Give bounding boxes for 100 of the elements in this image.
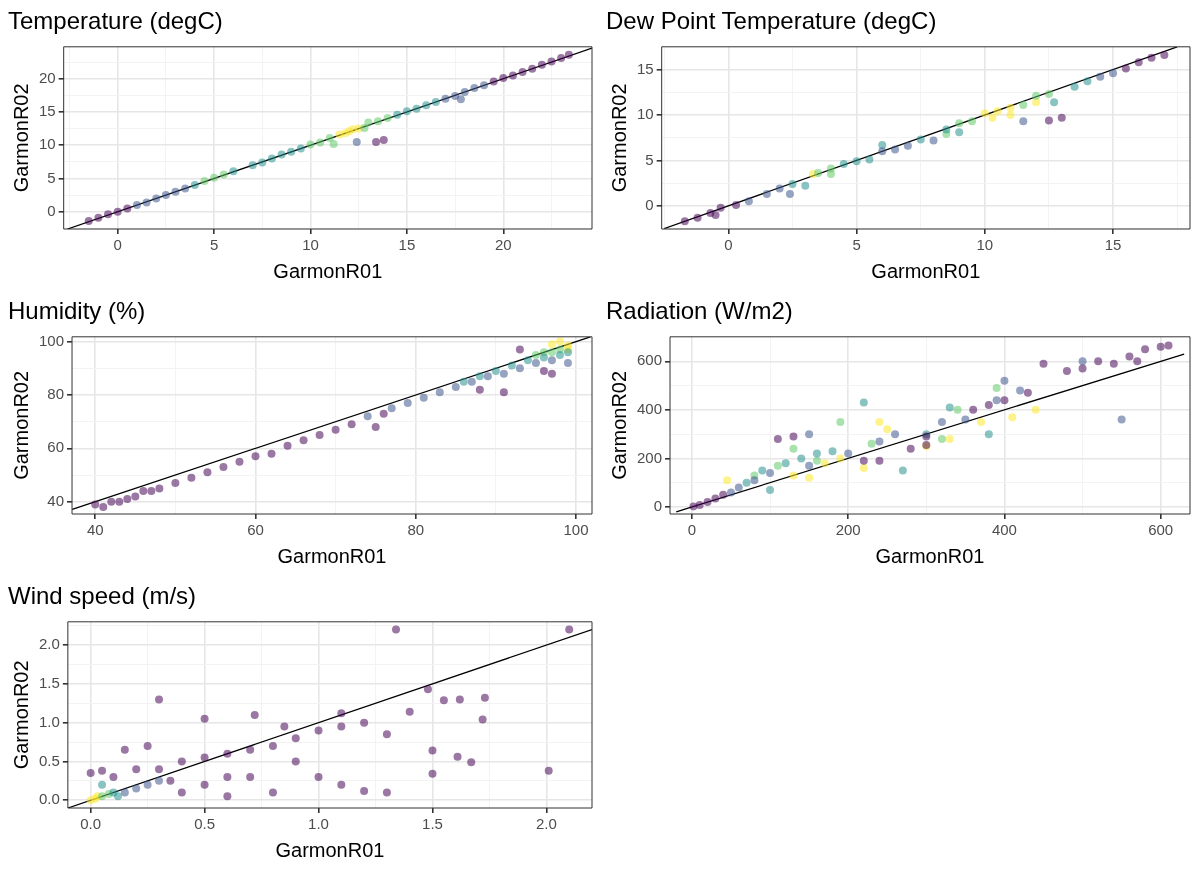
x-tick-label: 40: [86, 521, 104, 539]
point: [942, 125, 951, 134]
point: [467, 758, 476, 767]
x-axis-title: GarmonR01: [273, 259, 383, 282]
point: [563, 358, 572, 367]
point: [299, 436, 308, 445]
point: [1070, 82, 1079, 91]
point: [1006, 103, 1015, 112]
point: [1109, 359, 1118, 368]
point: [518, 68, 527, 77]
point: [203, 468, 212, 477]
x-tick-label: 20: [494, 236, 512, 254]
point: [360, 786, 369, 795]
x-tick-label: 5: [209, 236, 219, 254]
point: [1121, 64, 1130, 73]
x-tick-label: 0: [113, 236, 122, 254]
point: [316, 138, 325, 147]
point: [1000, 396, 1009, 405]
point: [820, 459, 829, 468]
point: [379, 409, 388, 418]
chart-title: Temperature (degC): [8, 7, 223, 35]
point: [120, 745, 129, 754]
x-tick-label: 2.0: [535, 815, 557, 833]
point: [758, 466, 767, 475]
point: [988, 113, 997, 122]
point: [955, 128, 964, 137]
point: [382, 788, 391, 797]
point: [499, 74, 508, 83]
point: [775, 184, 784, 193]
point: [250, 710, 259, 719]
point: [789, 444, 798, 453]
point: [945, 403, 954, 412]
x-tick-label: 100: [563, 521, 589, 539]
x-tick-label: 15: [1104, 236, 1122, 254]
y-tick-label: 20: [39, 68, 56, 86]
x-tick-label: 0: [687, 521, 697, 539]
point: [139, 487, 148, 496]
point: [283, 441, 292, 450]
point: [120, 788, 129, 797]
point: [875, 418, 884, 426]
point: [993, 107, 1002, 116]
point: [1078, 364, 1087, 373]
point: [132, 201, 141, 210]
point: [109, 772, 118, 781]
y-tick-label: 2.0: [38, 635, 60, 653]
point: [113, 207, 122, 216]
point: [523, 356, 532, 365]
point: [555, 337, 564, 346]
point: [98, 780, 107, 789]
point: [441, 94, 450, 103]
point: [287, 147, 296, 156]
point: [937, 418, 946, 426]
point: [200, 177, 209, 186]
point: [99, 503, 108, 512]
point: [1044, 116, 1053, 125]
point: [166, 776, 175, 785]
point: [267, 154, 276, 163]
point: [491, 366, 500, 375]
point: [475, 385, 484, 394]
point: [383, 113, 392, 122]
point: [859, 456, 868, 465]
point: [929, 136, 938, 145]
x-tick-label: 15: [398, 236, 416, 254]
y-tick-label: 1.5: [38, 674, 60, 692]
point: [219, 463, 228, 472]
y-tick-label: 40: [47, 491, 65, 509]
point: [94, 213, 103, 222]
point: [155, 484, 164, 493]
x-tick-label: 600: [1148, 521, 1174, 539]
y-tick-label: 400: [637, 400, 663, 418]
x-tick-label: 10: [976, 236, 994, 254]
point: [291, 734, 300, 743]
point: [456, 95, 465, 104]
point: [984, 401, 993, 410]
chart-title: Humidity (%): [8, 297, 146, 325]
point: [773, 461, 782, 470]
point: [1016, 386, 1025, 395]
point: [547, 369, 556, 378]
point: [766, 468, 775, 477]
point: [123, 495, 132, 504]
y-axis-title: GarmonR02: [9, 660, 32, 770]
point: [1050, 98, 1059, 107]
x-tick-label: 1.0: [308, 815, 329, 833]
point: [564, 50, 573, 59]
point: [719, 490, 728, 499]
point: [785, 190, 794, 199]
point: [483, 372, 492, 381]
point: [547, 348, 556, 357]
point: [1023, 388, 1032, 397]
point: [190, 181, 199, 190]
point: [499, 388, 508, 397]
point: [968, 117, 977, 126]
x-tick-label: 80: [407, 521, 425, 539]
point: [115, 497, 124, 506]
chart-title: Radiation (W/m2): [606, 297, 793, 325]
point: [428, 746, 437, 755]
point: [337, 709, 346, 718]
point: [337, 780, 346, 789]
point: [402, 107, 411, 116]
point: [961, 415, 970, 424]
